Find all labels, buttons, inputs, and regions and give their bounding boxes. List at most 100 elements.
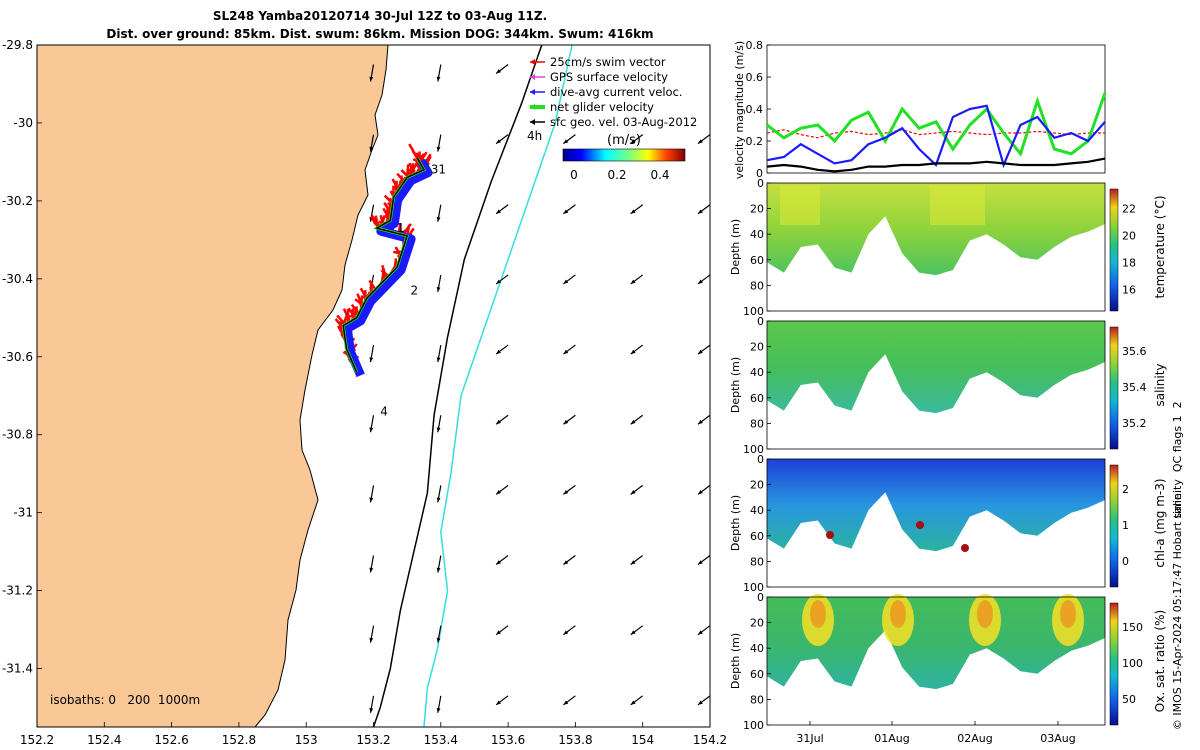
depth-tick-label: 20 [750,479,764,492]
velocity-y-tick-label: 0 [756,167,763,180]
oxygen-peak-core [1060,600,1076,628]
legend-arrowhead [530,119,535,125]
date-tick-label: 01Aug [874,732,909,745]
geo-vector-head [496,69,501,74]
geo-vector-head [369,357,374,363]
colorbar-tick-label: 1 [1122,519,1129,532]
colorbar-tick-label: 0.4 [650,168,669,182]
map-x-tick-label: 152.8 [222,733,256,747]
isobath-1000m [423,45,573,727]
date-ticks: 31Jul 01Aug 02Aug 03Aug [796,721,1076,745]
geo-vector-head [630,630,636,635]
geo-vector-head [698,209,703,214]
geo-vector-head [496,630,501,635]
depth-tick-label: 80 [750,693,764,706]
colorbar-tick-label: 150 [1122,621,1143,634]
net-velocity-line [766,92,1107,157]
depth-tick-label: 60 [750,392,764,405]
geo-vector-head [496,490,501,495]
legend-item: sfc geo. vel. 03-Aug-2012 [530,115,697,129]
geo-vector-head [436,497,441,503]
geo-vector-head [436,567,441,573]
legend-arrowhead [530,104,535,110]
map-x-ticks: 152.2 152.4 152.6 152.8 153 153.2 153.4 153.6 15… [20,722,727,747]
geo-vector-head [630,349,636,355]
geo-vector-head [563,279,569,284]
glider-track-line [342,157,426,373]
map-x-tick-label: 154 [631,733,654,747]
scale-label: 4h [527,129,542,143]
depth-tick-label: 0 [757,177,764,190]
map-x-tick-label: 153.6 [491,733,525,747]
geo-vector-head [496,209,501,214]
depth-tick-label: 40 [750,642,764,655]
velocity-y-tick-label: 0.6 [746,71,764,84]
legend-arrowhead [530,74,535,80]
colorbar-tick-label: 35.2 [1122,417,1147,430]
geo-vector-head [436,637,441,643]
colorbar-tick-label: 2 [1122,483,1129,496]
geo-vector-head [369,146,374,152]
colorbar-tick-label: 35.6 [1122,345,1147,358]
section-oxygen: 0 20 40 60 80 100 Depth (m) 50 100 150 Ox. sat. ra… [729,591,1167,732]
geo-vector-head [436,357,441,363]
map-x-tick-label: 153.2 [356,733,390,747]
map-x-tick-label: 153 [295,733,318,747]
velocity-y-tick-label: 0.2 [746,135,764,148]
geo-vector-head [630,700,636,705]
geo-vector-head [563,700,569,705]
section-fill [767,183,1105,276]
glider-track [334,143,433,378]
geo-vector-head [698,700,703,705]
date-tick-label: 31Jul [796,732,823,745]
map-panel: -29.8 -30 -30.2 -30.4 -30.6 -30.8 -31 -31.2 -31.… [2,38,727,747]
velocity-y-ticks: 0 0.2 0.4 0.6 0.8 [746,39,771,180]
geo-vector-head [563,560,569,565]
map-x-tick-label: 152.6 [154,733,188,747]
section-colorbar [1109,188,1119,312]
depth-tick-label: 40 [750,228,764,241]
velocity-ylabel: velocity magnitude (m/s) [733,41,746,179]
footer-note: © IMOS 15-Apr-2024 05:17:47 Hobart time. [1171,490,1184,730]
depth-tick-label: 100 [743,581,764,594]
colorbar-tick-label: 0.2 [607,168,626,182]
legend-label: net glider velocity [550,100,654,114]
geo-vector-head [436,146,441,152]
legend-item: GPS surface velocity [530,70,668,84]
colorbar-tick-label: 0 [1122,555,1129,568]
depth-tick-label: 0 [757,315,764,328]
velocity-y-tick-label: 0.8 [746,39,764,52]
geo-vector-head [436,216,441,222]
velocity-y-tick-label: 0.4 [746,103,764,116]
geo-vector-head [563,349,569,355]
geo-vector-head [369,637,374,643]
colorbar-tick-label: 0 [570,168,578,182]
depth-tick-label: 20 [750,617,764,630]
colorbar-tick-label: 100 [1122,657,1143,670]
geostrophic-vector-field [369,64,710,713]
geo-vector-head [369,707,374,713]
section-temperature: 0 20 40 60 80 100 Depth (m) 16 18 20 22 temperature… [729,177,1167,318]
geo-vector-head [630,490,636,495]
depth-tick-label: 0 [757,591,764,604]
map-x-tick-label: 152.2 [20,733,54,747]
depth-tick-label: 60 [750,668,764,681]
geo-vector-head [630,279,636,284]
geo-vector-head [496,279,501,284]
isobath-200m [372,45,543,727]
colorbar-tick-label: 16 [1122,284,1136,297]
map-x-tick-label: 154.2 [693,733,727,747]
speed-colorbar-ticks: 0 0.2 0.4 [570,168,669,182]
geo-vector-head [436,76,441,82]
current-velocity-line [766,104,1106,169]
depth-axis-label: Depth (m) [729,633,742,689]
geo-vector-head [563,490,569,495]
geo-vector-head [436,707,441,713]
depth-axis-label: Depth (m) [729,357,742,413]
section-colorbar [1109,602,1119,726]
depth-tick-label: 80 [750,279,764,292]
legend-label: GPS surface velocity [550,70,668,84]
day-labels: 31 1 2 4 [380,163,446,419]
